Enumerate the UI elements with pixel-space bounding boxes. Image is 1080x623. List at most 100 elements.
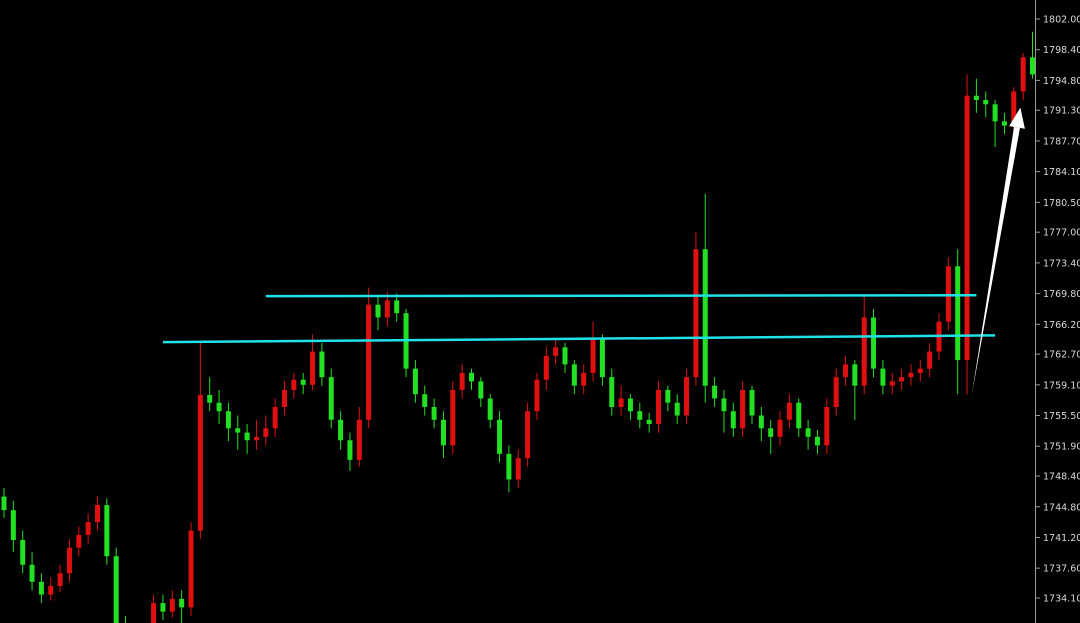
- candle: [487, 394, 493, 429]
- candle: [871, 308, 877, 378]
- candle-body: [113, 556, 119, 623]
- candle: [356, 406, 362, 467]
- candle-body: [843, 364, 848, 378]
- candle: [656, 381, 661, 433]
- candle-body: [300, 379, 306, 385]
- candle: [506, 445, 512, 493]
- candle-body: [525, 411, 531, 459]
- candle-body: [291, 379, 297, 390]
- candle: [992, 100, 998, 147]
- arrow-head-icon: [1009, 107, 1025, 129]
- candle: [66, 539, 72, 582]
- candle-body: [656, 389, 661, 425]
- candle-body: [553, 347, 559, 356]
- price-axis[interactable]: 1802.00 1798.40 1794.80 1791.30 1787.70 1784.…: [1035, 15, 1080, 605]
- candle-body: [571, 364, 577, 386]
- candle-body: [225, 411, 231, 429]
- y-tick-label: 1794.80: [1043, 76, 1080, 87]
- candle: [113, 547, 119, 623]
- candle: [599, 334, 605, 386]
- candle-body: [253, 436, 259, 441]
- y-tick-label: 1762.70: [1043, 350, 1080, 361]
- candle: [151, 594, 157, 623]
- candle-body: [515, 458, 521, 480]
- candle: [384, 291, 390, 326]
- candle: [777, 411, 783, 446]
- candle: [95, 496, 100, 531]
- candle: [422, 385, 428, 416]
- candle: [749, 385, 755, 425]
- candle-body: [244, 432, 250, 441]
- candle-body: [375, 304, 381, 318]
- candle: [721, 389, 727, 433]
- candle-body: [328, 377, 334, 420]
- candle-body: [347, 440, 353, 460]
- y-tick-label: 1734.10: [1043, 594, 1080, 605]
- candle-body: [38, 581, 44, 595]
- candle-body: [889, 381, 895, 386]
- candle: [581, 364, 587, 395]
- y-tick-label: 1802.00: [1043, 15, 1080, 26]
- candle-body: [179, 598, 185, 608]
- candle-body: [852, 364, 858, 386]
- candle: [76, 526, 82, 557]
- candle-body: [282, 389, 287, 407]
- candle-body: [384, 300, 390, 318]
- candle: [235, 415, 241, 450]
- candle-body: [57, 573, 63, 587]
- candle-body: [786, 402, 792, 420]
- candle: [927, 343, 933, 378]
- candle-body: [487, 398, 493, 420]
- y-tick-label: 1787.70: [1043, 136, 1080, 147]
- candle-body: [497, 419, 503, 454]
- candle: [197, 343, 203, 540]
- candle: [618, 385, 624, 416]
- candle: [1001, 112, 1007, 135]
- candle: [571, 360, 577, 395]
- candle: [712, 377, 718, 407]
- candle: [160, 594, 166, 621]
- candles-layer: [1, 31, 1035, 623]
- candle-body: [712, 385, 718, 399]
- candle: [244, 424, 250, 454]
- y-tick-label: 1798.40: [1043, 45, 1080, 56]
- y-tick-label: 1780.50: [1043, 198, 1080, 209]
- candle: [983, 91, 989, 118]
- candle: [48, 577, 54, 601]
- candle-body: [721, 398, 727, 412]
- candle: [917, 360, 923, 382]
- candle-body: [169, 598, 175, 612]
- candle-body: [945, 266, 951, 322]
- candle-body: [1011, 91, 1017, 126]
- candle-body: [880, 368, 886, 386]
- candle-body: [599, 338, 605, 378]
- y-tick-label: 1759.10: [1043, 380, 1080, 391]
- candle-body: [235, 428, 241, 433]
- candle: [347, 432, 353, 471]
- candle: [478, 377, 484, 407]
- candle-body: [973, 95, 979, 101]
- candle: [85, 513, 91, 544]
- candle: [973, 78, 979, 113]
- candle-body: [983, 100, 989, 105]
- candle: [525, 402, 531, 467]
- candle-body: [534, 379, 540, 412]
- candle: [216, 389, 222, 425]
- candle: [786, 394, 792, 429]
- candle-body: [833, 377, 839, 407]
- candle: [646, 412, 652, 433]
- candle: [394, 293, 400, 322]
- candle-body: [693, 249, 699, 378]
- candle-body: [431, 406, 437, 420]
- candle: [684, 368, 690, 425]
- candle-body: [562, 347, 568, 365]
- candle-body: [263, 428, 269, 437]
- candle: [805, 419, 811, 450]
- candle: [225, 402, 231, 442]
- candle-body: [609, 377, 615, 407]
- candle: [702, 193, 708, 403]
- candle: [627, 394, 633, 420]
- horizontal-level-line: [162, 334, 996, 344]
- candle-body: [66, 547, 72, 574]
